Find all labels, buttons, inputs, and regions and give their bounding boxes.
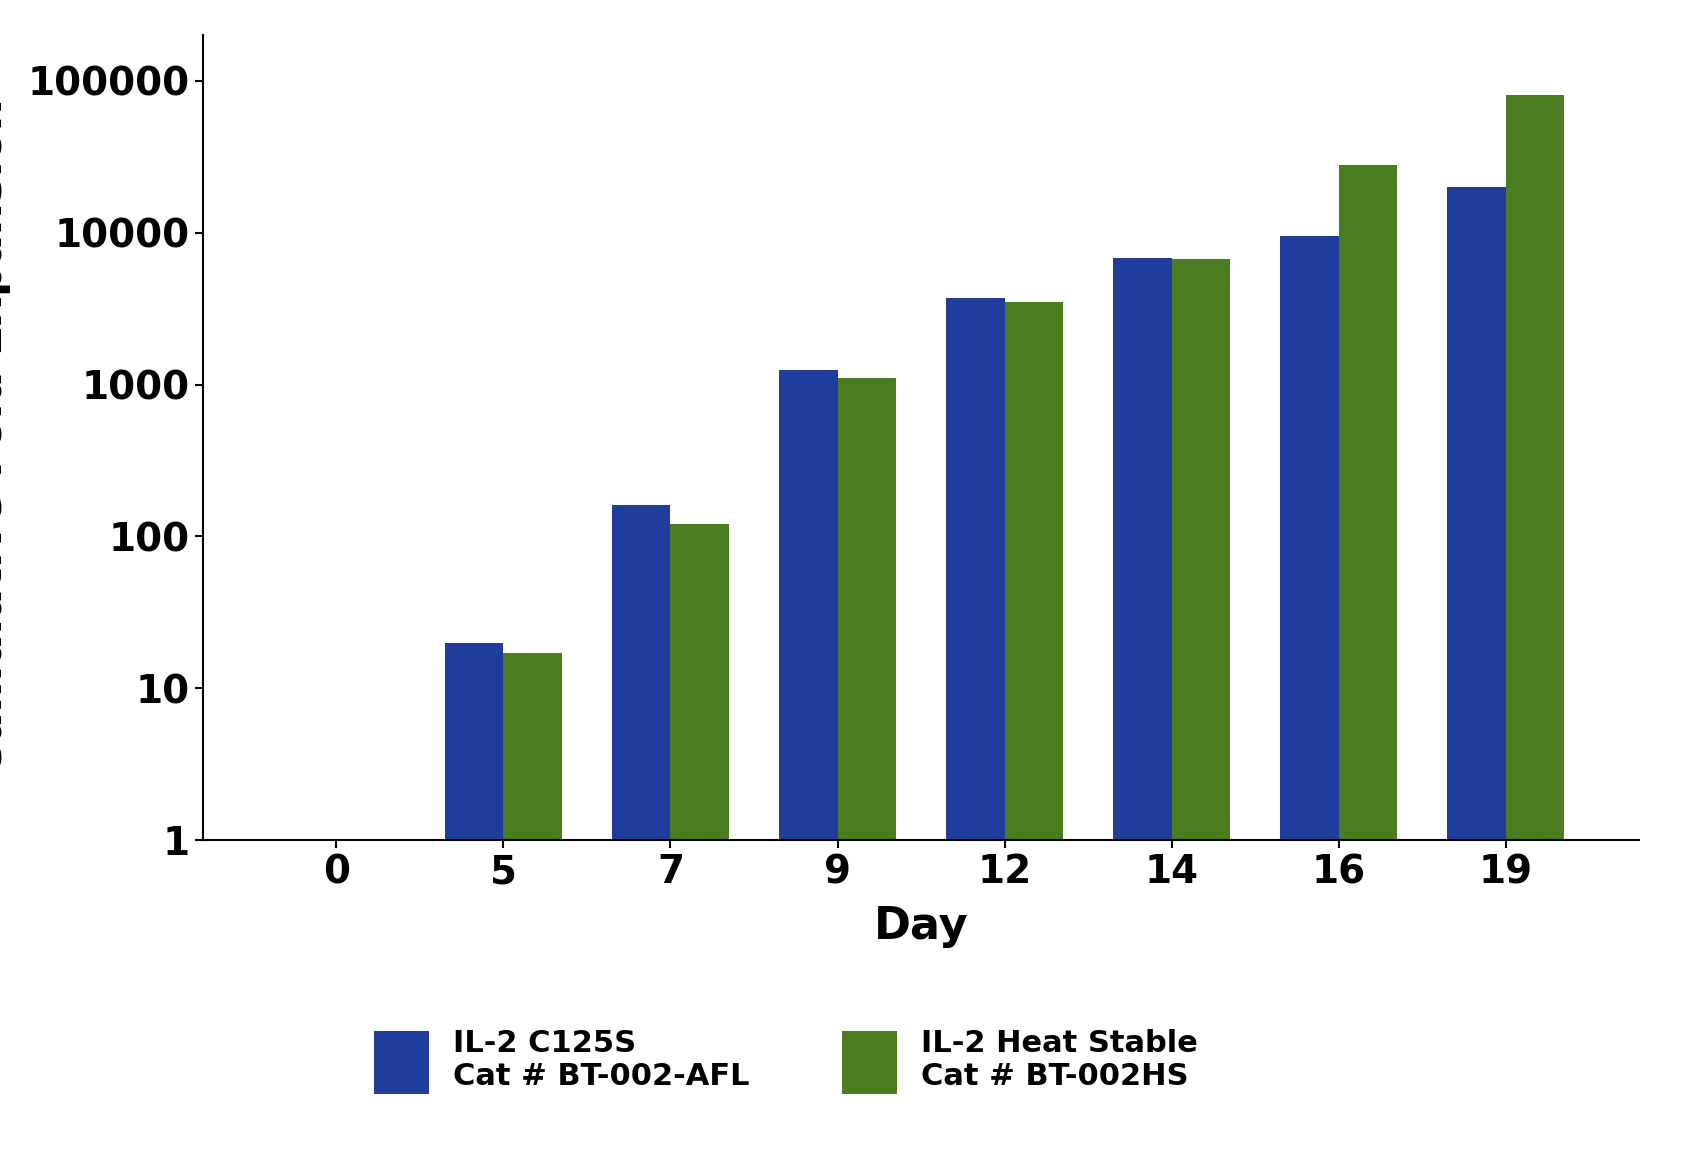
Bar bbox=[779, 370, 838, 1167]
Bar bbox=[1003, 302, 1062, 1167]
Bar bbox=[611, 505, 671, 1167]
Bar bbox=[946, 299, 1003, 1167]
Bar bbox=[838, 378, 895, 1167]
Bar bbox=[336, 840, 395, 1167]
Bar bbox=[671, 524, 728, 1167]
Bar bbox=[277, 840, 336, 1167]
Bar bbox=[503, 654, 561, 1167]
Bar bbox=[1338, 165, 1397, 1167]
Bar bbox=[1280, 236, 1338, 1167]
Legend: IL-2 C125S
Cat # BT-002-AFL, IL-2 Heat Stable
Cat # BT-002HS: IL-2 C125S Cat # BT-002-AFL, IL-2 Heat S… bbox=[361, 1016, 1209, 1106]
Bar bbox=[1170, 259, 1230, 1167]
Y-axis label: Cumulative Fold Expansion: Cumulative Fold Expansion bbox=[0, 99, 10, 776]
X-axis label: Day: Day bbox=[873, 906, 968, 949]
Bar bbox=[1446, 187, 1505, 1167]
Bar bbox=[1505, 96, 1564, 1167]
Bar bbox=[444, 643, 503, 1167]
Bar bbox=[1113, 258, 1170, 1167]
